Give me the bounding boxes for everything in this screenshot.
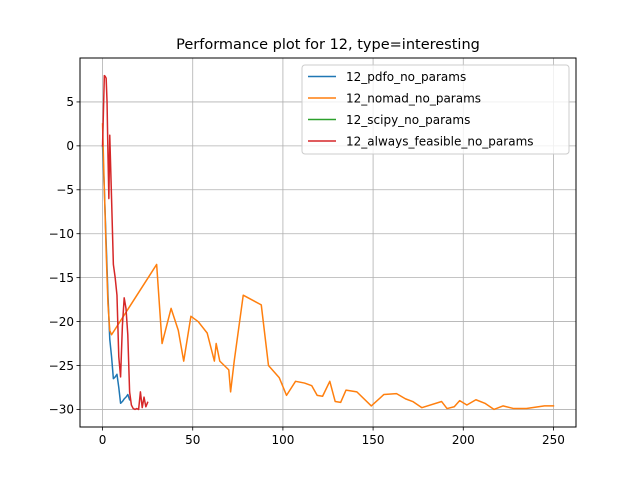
y-tick-label: −20: [49, 315, 74, 329]
legend-box: [301, 64, 570, 155]
series-line-12_always_feasible_no_params: [101, 74, 149, 411]
x-tick-label: 150: [362, 433, 385, 447]
y-tick-label: −25: [49, 359, 74, 373]
x-tick-label: 0: [99, 433, 107, 447]
series-line-12_nomad_no_params: [101, 123, 555, 411]
legend: 12_pdfo_no_params 12_nomad_no_params 12_sc…: [301, 64, 570, 155]
y-axis: 5 0 −5 −10 −15 −20 −25 −30: [49, 95, 80, 417]
y-tick-label: 0: [66, 139, 74, 153]
x-tick-label: 100: [271, 433, 294, 447]
y-tick-label: −15: [49, 271, 74, 285]
legend-label: 12_pdfo_no_params: [346, 70, 466, 84]
x-tick-label: 200: [452, 433, 475, 447]
y-tick-label: −30: [49, 403, 74, 417]
x-tick-label: 250: [542, 433, 565, 447]
series-layer: [101, 74, 555, 411]
legend-label: 12_scipy_no_params: [346, 113, 470, 127]
y-tick-label: 5: [66, 95, 74, 109]
x-axis: 0 50 100 150 200 250: [99, 427, 565, 447]
legend-label: 12_nomad_no_params: [346, 91, 481, 105]
y-tick-label: −10: [49, 227, 74, 241]
chart-title: Performance plot for 12, type=interestin…: [176, 37, 480, 53]
legend-label: 12_always_feasible_no_params: [346, 134, 534, 148]
x-tick-label: 50: [185, 433, 200, 447]
y-tick-label: −5: [56, 183, 74, 197]
plot-frame: [79, 57, 577, 428]
